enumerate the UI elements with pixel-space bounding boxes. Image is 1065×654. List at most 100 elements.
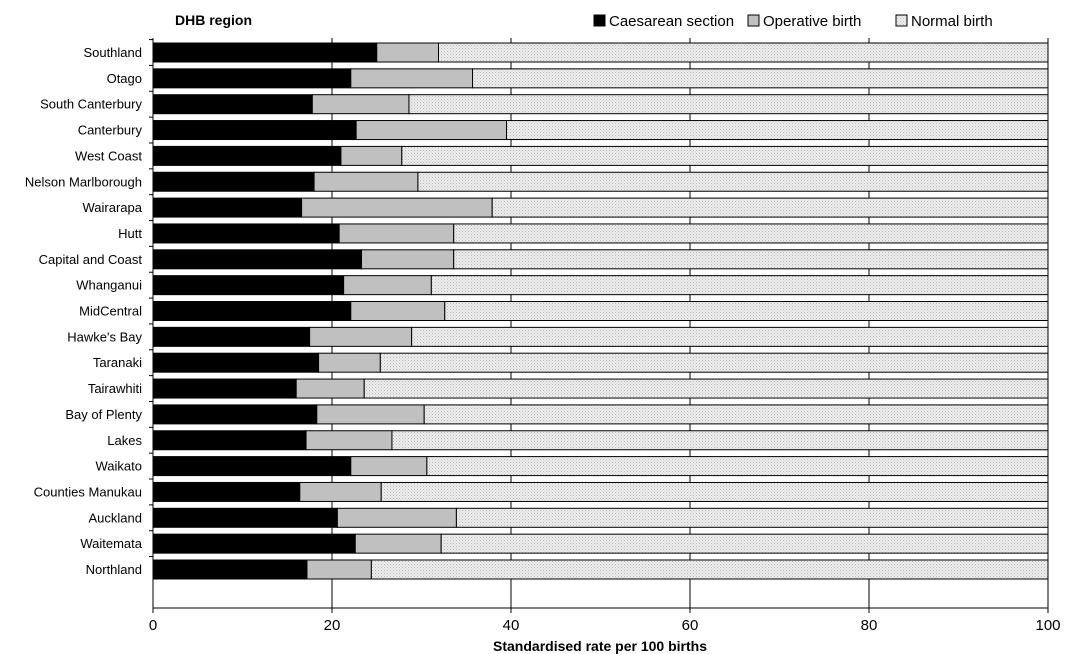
category-label-bay-of-plenty: Bay of Plenty bbox=[65, 407, 142, 422]
category-label-midcentral: MidCentral bbox=[79, 304, 142, 319]
bar-waitemata-normal-birth bbox=[440, 533, 1049, 554]
x-tick-label-0: 0 bbox=[149, 617, 157, 634]
y-axis-title: DHB region bbox=[175, 12, 252, 28]
bar-auckland-operative-birth bbox=[336, 507, 457, 528]
category-label-canterbury: Canterbury bbox=[78, 123, 143, 138]
category-labels: Southland Otago South Canterbury Canterbury… bbox=[25, 45, 143, 577]
category-label-otago: Otago bbox=[107, 71, 142, 86]
category-label-waitemata: Waitemata bbox=[80, 536, 142, 551]
bar-south-canterbury-normal-birth bbox=[408, 94, 1049, 115]
bar-bay-of-plenty-operative-birth bbox=[316, 404, 425, 425]
legend-label-caesarean-section: Caesarean section bbox=[609, 13, 734, 30]
bar-hutt-normal-birth bbox=[453, 223, 1049, 244]
bar-hawke-s-bay-operative-birth bbox=[309, 326, 413, 347]
bar-hutt-operative-birth bbox=[338, 223, 455, 244]
bar-taranaki-caesarean-section bbox=[152, 352, 320, 373]
bar-nelson-marlborough-operative-birth bbox=[313, 171, 419, 192]
bar-west-coast-caesarean-section bbox=[152, 145, 342, 166]
category-label-west-coast: West Coast bbox=[75, 148, 142, 163]
bar-auckland-normal-birth bbox=[455, 507, 1049, 528]
category-label-tairawhiti: Tairawhiti bbox=[88, 381, 142, 396]
bar-tairawhiti-caesarean-section bbox=[152, 378, 297, 399]
bar-wairarapa-normal-birth bbox=[491, 197, 1049, 218]
category-label-counties-manukau: Counties Manukau bbox=[34, 484, 142, 499]
category-label-taranaki: Taranaki bbox=[93, 355, 142, 370]
bar-lakes-operative-birth bbox=[305, 430, 393, 451]
bar-waitemata-caesarean-section bbox=[152, 533, 356, 554]
legend-swatch-normal-birth bbox=[895, 14, 908, 27]
bar-whanganui-operative-birth bbox=[343, 275, 432, 296]
bar-tairawhiti-operative-birth bbox=[295, 378, 365, 399]
category-label-wairarapa: Wairarapa bbox=[83, 200, 143, 215]
category-label-nelson-marlborough: Nelson Marlborough bbox=[25, 174, 142, 189]
bar-otago-normal-birth bbox=[472, 68, 1049, 89]
bar-canterbury-operative-birth bbox=[355, 120, 508, 141]
bar-nelson-marlborough-normal-birth bbox=[417, 171, 1049, 192]
bar-wairarapa-caesarean-section bbox=[152, 197, 303, 218]
x-tick-label-20: 20 bbox=[324, 617, 341, 634]
bar-southland-caesarean-section bbox=[152, 42, 378, 63]
bar-canterbury-normal-birth bbox=[506, 120, 1049, 141]
bar-south-canterbury-operative-birth bbox=[311, 94, 410, 115]
bar-northland-normal-birth bbox=[370, 559, 1049, 580]
legend-swatch-operative-birth bbox=[747, 14, 760, 27]
bar-west-coast-normal-birth bbox=[401, 145, 1049, 166]
x-axis bbox=[149, 38, 1049, 613]
bars bbox=[152, 42, 1049, 580]
bar-counties-manukau-operative-birth bbox=[299, 481, 382, 502]
bar-midcentral-normal-birth bbox=[444, 301, 1049, 321]
bar-northland-caesarean-section bbox=[152, 559, 308, 580]
bar-hawke-s-bay-caesarean-section bbox=[152, 326, 311, 347]
bar-tairawhiti-normal-birth bbox=[363, 378, 1049, 399]
category-label-northland: Northland bbox=[86, 562, 142, 577]
category-label-southland: Southland bbox=[83, 45, 142, 60]
x-tick-label-40: 40 bbox=[503, 617, 520, 634]
bar-lakes-normal-birth bbox=[391, 430, 1049, 451]
bar-capital-and-coast-caesarean-section bbox=[152, 249, 363, 270]
bar-bay-of-plenty-normal-birth bbox=[423, 404, 1049, 425]
bar-whanganui-normal-birth bbox=[430, 275, 1049, 296]
category-label-hawke-s-bay: Hawke's Bay bbox=[67, 329, 142, 344]
bar-bay-of-plenty-caesarean-section bbox=[152, 404, 318, 425]
bar-capital-and-coast-normal-birth bbox=[453, 249, 1049, 270]
x-tick-labels: 0 20 40 60 80 100 bbox=[149, 617, 1061, 634]
legend-label-operative-birth: Operative birth bbox=[763, 13, 861, 30]
bar-waitemata-operative-birth bbox=[354, 533, 442, 554]
x-tick-label-80: 80 bbox=[861, 617, 878, 634]
bar-otago-operative-birth bbox=[350, 68, 474, 89]
x-tick-label-60: 60 bbox=[682, 617, 699, 634]
bar-counties-manukau-normal-birth bbox=[380, 481, 1049, 502]
bar-waikato-normal-birth bbox=[426, 456, 1049, 477]
bar-taranaki-normal-birth bbox=[379, 352, 1049, 373]
bar-lakes-caesarean-section bbox=[152, 430, 307, 451]
category-label-lakes: Lakes bbox=[107, 433, 142, 448]
bar-whanganui-caesarean-section bbox=[152, 275, 345, 296]
legend-label-normal-birth: Normal birth bbox=[911, 13, 993, 30]
bar-taranaki-operative-birth bbox=[318, 352, 381, 373]
category-label-whanganui: Whanganui bbox=[76, 278, 142, 293]
bar-otago-caesarean-section bbox=[152, 68, 352, 89]
bar-hutt-caesarean-section bbox=[152, 223, 340, 244]
bar-southland-operative-birth bbox=[376, 42, 440, 63]
legend-swatch-caesarean-section bbox=[593, 14, 606, 27]
category-label-capital-and-coast: Capital and Coast bbox=[39, 252, 143, 267]
legend: Caesarean section Operative birth Normal b… bbox=[593, 13, 993, 30]
x-axis-title: Standardised rate per 100 births bbox=[493, 638, 707, 654]
bar-midcentral-operative-birth bbox=[350, 301, 446, 321]
bar-auckland-caesarean-section bbox=[152, 507, 338, 528]
category-label-south-canterbury: South Canterbury bbox=[40, 97, 142, 112]
bar-northland-operative-birth bbox=[306, 559, 372, 580]
bar-waikato-caesarean-section bbox=[152, 456, 352, 477]
bar-south-canterbury-caesarean-section bbox=[152, 94, 313, 115]
bar-wairarapa-operative-birth bbox=[301, 197, 493, 218]
bar-capital-and-coast-operative-birth bbox=[361, 249, 455, 270]
category-label-auckland: Auckland bbox=[89, 510, 142, 525]
bar-nelson-marlborough-caesarean-section bbox=[152, 171, 315, 192]
bar-west-coast-operative-birth bbox=[340, 145, 403, 166]
category-label-hutt: Hutt bbox=[118, 226, 142, 241]
bar-southland-normal-birth bbox=[438, 42, 1049, 63]
x-tick-label-100: 100 bbox=[1035, 617, 1060, 634]
bar-counties-manukau-caesarean-section bbox=[152, 481, 301, 502]
